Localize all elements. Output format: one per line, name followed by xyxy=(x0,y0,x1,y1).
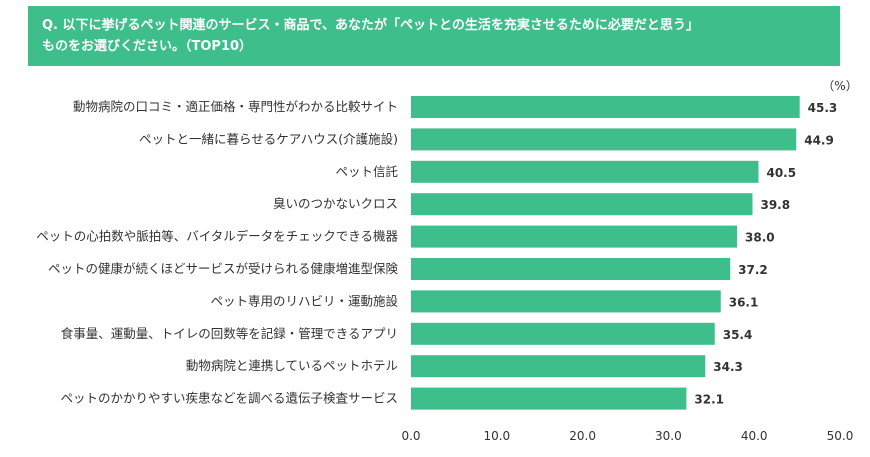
bar xyxy=(411,160,759,183)
data-label: 36.1 xyxy=(729,295,759,309)
bar xyxy=(411,355,706,378)
category-label: 動物病院と連携しているペットホテル xyxy=(186,358,398,373)
bar xyxy=(411,193,753,216)
category-label: ペットの心拍数や脈拍等、バイタルデータをチェックできる機器 xyxy=(36,229,398,244)
bar xyxy=(411,258,731,280)
data-label: 35.4 xyxy=(723,328,753,342)
x-tick-label: 20.0 xyxy=(569,429,596,443)
question-line-1: Q. 以下に挙げるペット関連のサービス・商品で、あなたが「ペットとの生活を充実さ… xyxy=(42,18,699,33)
question-line-2: ものをお選びください。（TOP10） xyxy=(42,39,253,54)
data-label: 39.8 xyxy=(760,198,790,212)
category-label: 臭いのつかないクロス xyxy=(273,196,398,211)
x-tick-label: 10.0 xyxy=(483,429,510,443)
data-label: 34.3 xyxy=(713,360,743,374)
x-tick-label: 50.0 xyxy=(827,429,854,443)
category-label: ペットの健康が続くほどサービスが受けられる健康増進型保険 xyxy=(48,261,399,276)
data-label: 40.5 xyxy=(766,166,796,180)
category-label: ペット専用のリハビリ・運動施設 xyxy=(210,293,398,308)
category-label: ペットのかかりやすい疾患などを調べる遺伝子検査サービス xyxy=(60,391,398,406)
category-label: 食事量、運動量、トイレの回数等を記録・管理できるアプリ xyxy=(61,326,398,341)
x-tick-label: 40.0 xyxy=(741,429,768,443)
question-header: Q. 以下に挙げるペット関連のサービス・商品で、あなたが「ペットとの生活を充実さ… xyxy=(28,6,840,66)
bar xyxy=(411,225,738,248)
data-label: 37.2 xyxy=(738,263,768,277)
bar xyxy=(411,290,721,313)
bar xyxy=(411,96,800,118)
data-label: 45.3 xyxy=(808,101,838,115)
data-label: 38.0 xyxy=(745,231,775,245)
x-tick-label: 30.0 xyxy=(655,429,682,443)
unit-label: （%） xyxy=(822,79,857,93)
bar xyxy=(411,128,797,151)
category-label: ペット信託 xyxy=(335,164,398,179)
data-label: 44.9 xyxy=(804,133,834,147)
bar xyxy=(411,322,715,345)
category-label: ペットと一緒に暮らせるケアハウス(介護施設) xyxy=(139,131,398,146)
bar xyxy=(411,387,687,410)
x-tick-label: 0.0 xyxy=(401,429,420,443)
data-label: 32.1 xyxy=(694,393,724,407)
category-label: 動物病院の口コミ・適正価格・専門性がわかる比較サイト xyxy=(73,99,398,114)
